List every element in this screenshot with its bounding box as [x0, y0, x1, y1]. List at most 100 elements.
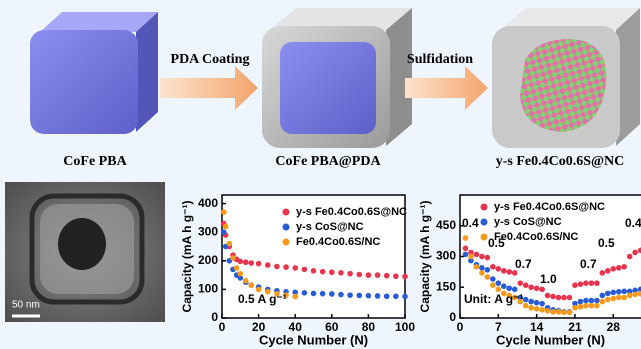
data-point	[589, 298, 595, 304]
data-point	[534, 306, 540, 312]
data-point	[479, 265, 485, 271]
data-point	[578, 304, 584, 310]
x-tick-label: 0	[457, 320, 464, 334]
data-point	[605, 291, 611, 297]
data-point	[329, 269, 335, 275]
step-label: y-s Fe0.4Co0.6S@NC	[496, 154, 625, 169]
y-tick-label: 0	[449, 310, 456, 324]
data-point	[366, 293, 372, 299]
data-point	[528, 299, 534, 305]
data-point	[616, 295, 622, 301]
data-point	[393, 273, 399, 279]
annotation: 0.5	[598, 236, 615, 250]
data-point	[523, 297, 529, 303]
cube-pba	[30, 12, 158, 134]
data-point	[347, 271, 353, 277]
tem-image: 50 nm	[5, 182, 165, 322]
data-point	[605, 297, 611, 303]
data-point	[528, 284, 534, 290]
data-point	[485, 255, 491, 261]
legend-label: Fe0.4Co0.6S/NC	[296, 236, 380, 248]
data-point	[474, 264, 480, 270]
data-point	[572, 282, 578, 288]
data-point	[583, 303, 589, 309]
data-point	[243, 259, 249, 265]
data-point	[539, 301, 545, 307]
data-point	[578, 281, 584, 287]
data-point	[384, 273, 390, 279]
data-point	[338, 292, 344, 298]
arrow-label: PDA Coating	[171, 52, 250, 67]
figure: PDA Coating Sulfidation CoFe PBA CoFe PB…	[0, 0, 641, 349]
legend-marker	[283, 209, 290, 216]
data-point	[572, 305, 578, 311]
x-tick-label: 100	[395, 320, 415, 334]
data-point	[589, 280, 595, 286]
data-point	[600, 299, 606, 305]
data-point	[583, 280, 589, 286]
data-point	[248, 260, 254, 266]
arrow	[405, 66, 488, 110]
data-point	[621, 289, 627, 295]
data-point	[302, 267, 308, 273]
data-point	[274, 264, 280, 270]
data-point	[501, 283, 507, 289]
data-point	[610, 290, 616, 296]
y-tick-label: 150	[436, 279, 456, 293]
data-point	[283, 264, 289, 270]
data-point	[479, 254, 485, 260]
data-point	[463, 246, 469, 252]
data-point	[501, 268, 507, 274]
data-point	[632, 292, 638, 298]
data-point	[610, 296, 616, 302]
data-point	[311, 268, 317, 274]
annotation: 0.5 A g⁻¹	[238, 292, 287, 306]
step-label: CoFe PBA	[63, 154, 127, 169]
data-point	[605, 268, 611, 274]
data-point	[496, 266, 502, 272]
y-tick-label: 200	[198, 253, 218, 267]
legend-marker	[481, 204, 488, 211]
data-point	[556, 295, 562, 301]
data-point	[517, 280, 523, 286]
data-point	[320, 291, 326, 297]
data-point	[600, 270, 606, 276]
data-point	[490, 264, 496, 270]
data-point	[506, 269, 512, 275]
data-point	[539, 287, 545, 293]
scale-bar-label: 50 nm	[12, 300, 40, 311]
data-point	[375, 272, 381, 278]
data-point	[265, 262, 271, 268]
y-tick-label: 0	[211, 310, 218, 324]
y-tick-label: 100	[198, 282, 218, 296]
data-point	[479, 270, 485, 276]
y-tick-label: 400	[198, 196, 218, 210]
data-point	[594, 280, 600, 286]
data-point	[356, 293, 362, 299]
data-point	[594, 303, 600, 309]
legend-marker	[481, 219, 488, 226]
data-point	[539, 307, 545, 313]
data-point	[338, 270, 344, 276]
data-point	[474, 252, 480, 258]
data-point	[248, 282, 254, 288]
arrow	[160, 66, 258, 110]
data-point	[485, 274, 491, 280]
legend-marker	[283, 224, 290, 231]
y-tick-label: 300	[198, 224, 218, 238]
data-point	[356, 272, 362, 278]
annotation: 0.4	[625, 216, 641, 230]
legend-marker	[283, 239, 290, 246]
data-point	[311, 291, 317, 297]
data-point	[594, 298, 600, 304]
data-point	[256, 261, 262, 267]
cube-pda	[262, 8, 412, 148]
data-point	[610, 266, 616, 272]
data-point	[627, 254, 633, 260]
data-point	[320, 269, 326, 275]
data-point	[528, 305, 534, 311]
data-point	[534, 300, 540, 306]
data-point	[292, 294, 298, 300]
data-point	[523, 282, 529, 288]
arrow-label: Sulfidation	[407, 52, 473, 67]
